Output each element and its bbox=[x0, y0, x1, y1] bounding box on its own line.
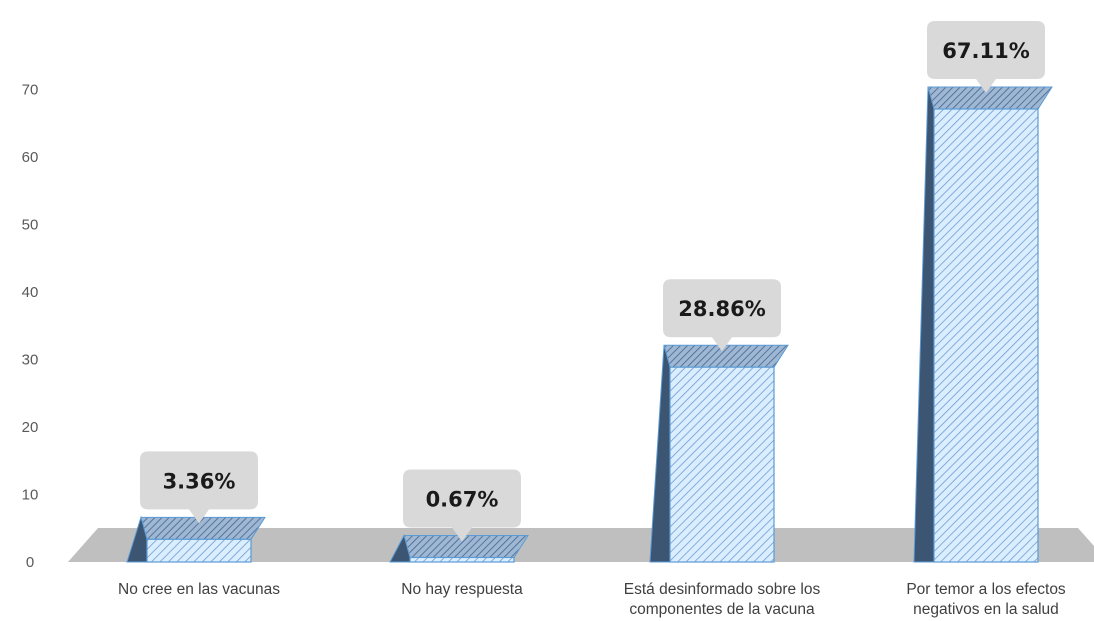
bar-front-face bbox=[146, 538, 252, 563]
x-axis-labels: No cree en las vacunas No hay respuesta Es… bbox=[118, 581, 1066, 618]
data-label: 3.36% bbox=[163, 469, 236, 493]
floor-layer bbox=[68, 528, 1094, 562]
y-tick-label: 70 bbox=[22, 82, 39, 99]
data-label: 28.86% bbox=[678, 297, 765, 321]
bar-top-face bbox=[927, 86, 1053, 110]
y-tick-label: 0 bbox=[26, 554, 34, 571]
bar-top-face bbox=[403, 534, 529, 558]
bar bbox=[649, 344, 789, 563]
bar-side-face bbox=[649, 345, 671, 563]
x-tick-label: No hay respuesta bbox=[401, 581, 523, 598]
x-tick-label: Por temor a los efectos negativos en la s… bbox=[906, 581, 1066, 618]
callout-box bbox=[403, 469, 521, 542]
y-tick-label: 10 bbox=[22, 487, 39, 504]
data-label-callout: 28.86% bbox=[663, 279, 781, 352]
y-tick-label: 20 bbox=[22, 419, 39, 436]
data-label: 67.11% bbox=[942, 39, 1029, 63]
bar bbox=[913, 86, 1053, 563]
bar bbox=[126, 515, 266, 563]
y-axis: 0 10 20 30 40 50 60 70 bbox=[22, 82, 39, 572]
y-tick-label: 60 bbox=[22, 149, 39, 166]
y-tick-label: 50 bbox=[22, 217, 39, 234]
bars-layer bbox=[126, 86, 1053, 563]
y-tick-label: 30 bbox=[22, 352, 39, 369]
x-tick-label: No cree en las vacunas bbox=[118, 581, 280, 598]
bar-side-face bbox=[913, 86, 935, 563]
bar-front-face bbox=[409, 556, 515, 563]
callout-box bbox=[663, 279, 781, 352]
callout-box bbox=[927, 21, 1045, 94]
data-label-callout: 67.11% bbox=[927, 21, 1045, 94]
data-label: 0.67% bbox=[426, 487, 499, 511]
data-label-callout: 0.67% bbox=[403, 469, 521, 542]
data-label-callout: 3.36% bbox=[140, 451, 258, 524]
bar-top-face bbox=[140, 516, 266, 540]
bar-front-face bbox=[669, 366, 775, 563]
callout-box bbox=[140, 451, 258, 524]
bar-top-face bbox=[663, 344, 789, 368]
bar bbox=[389, 534, 529, 563]
y-tick-label: 40 bbox=[22, 284, 39, 301]
x-tick-label: Está desinformado sobre los componentes d… bbox=[624, 581, 821, 618]
floor-plane bbox=[68, 528, 1094, 562]
bar-front-face bbox=[933, 108, 1039, 563]
data-labels-layer: 3.36% 0.67% 28.86% 67.11% bbox=[140, 21, 1045, 542]
